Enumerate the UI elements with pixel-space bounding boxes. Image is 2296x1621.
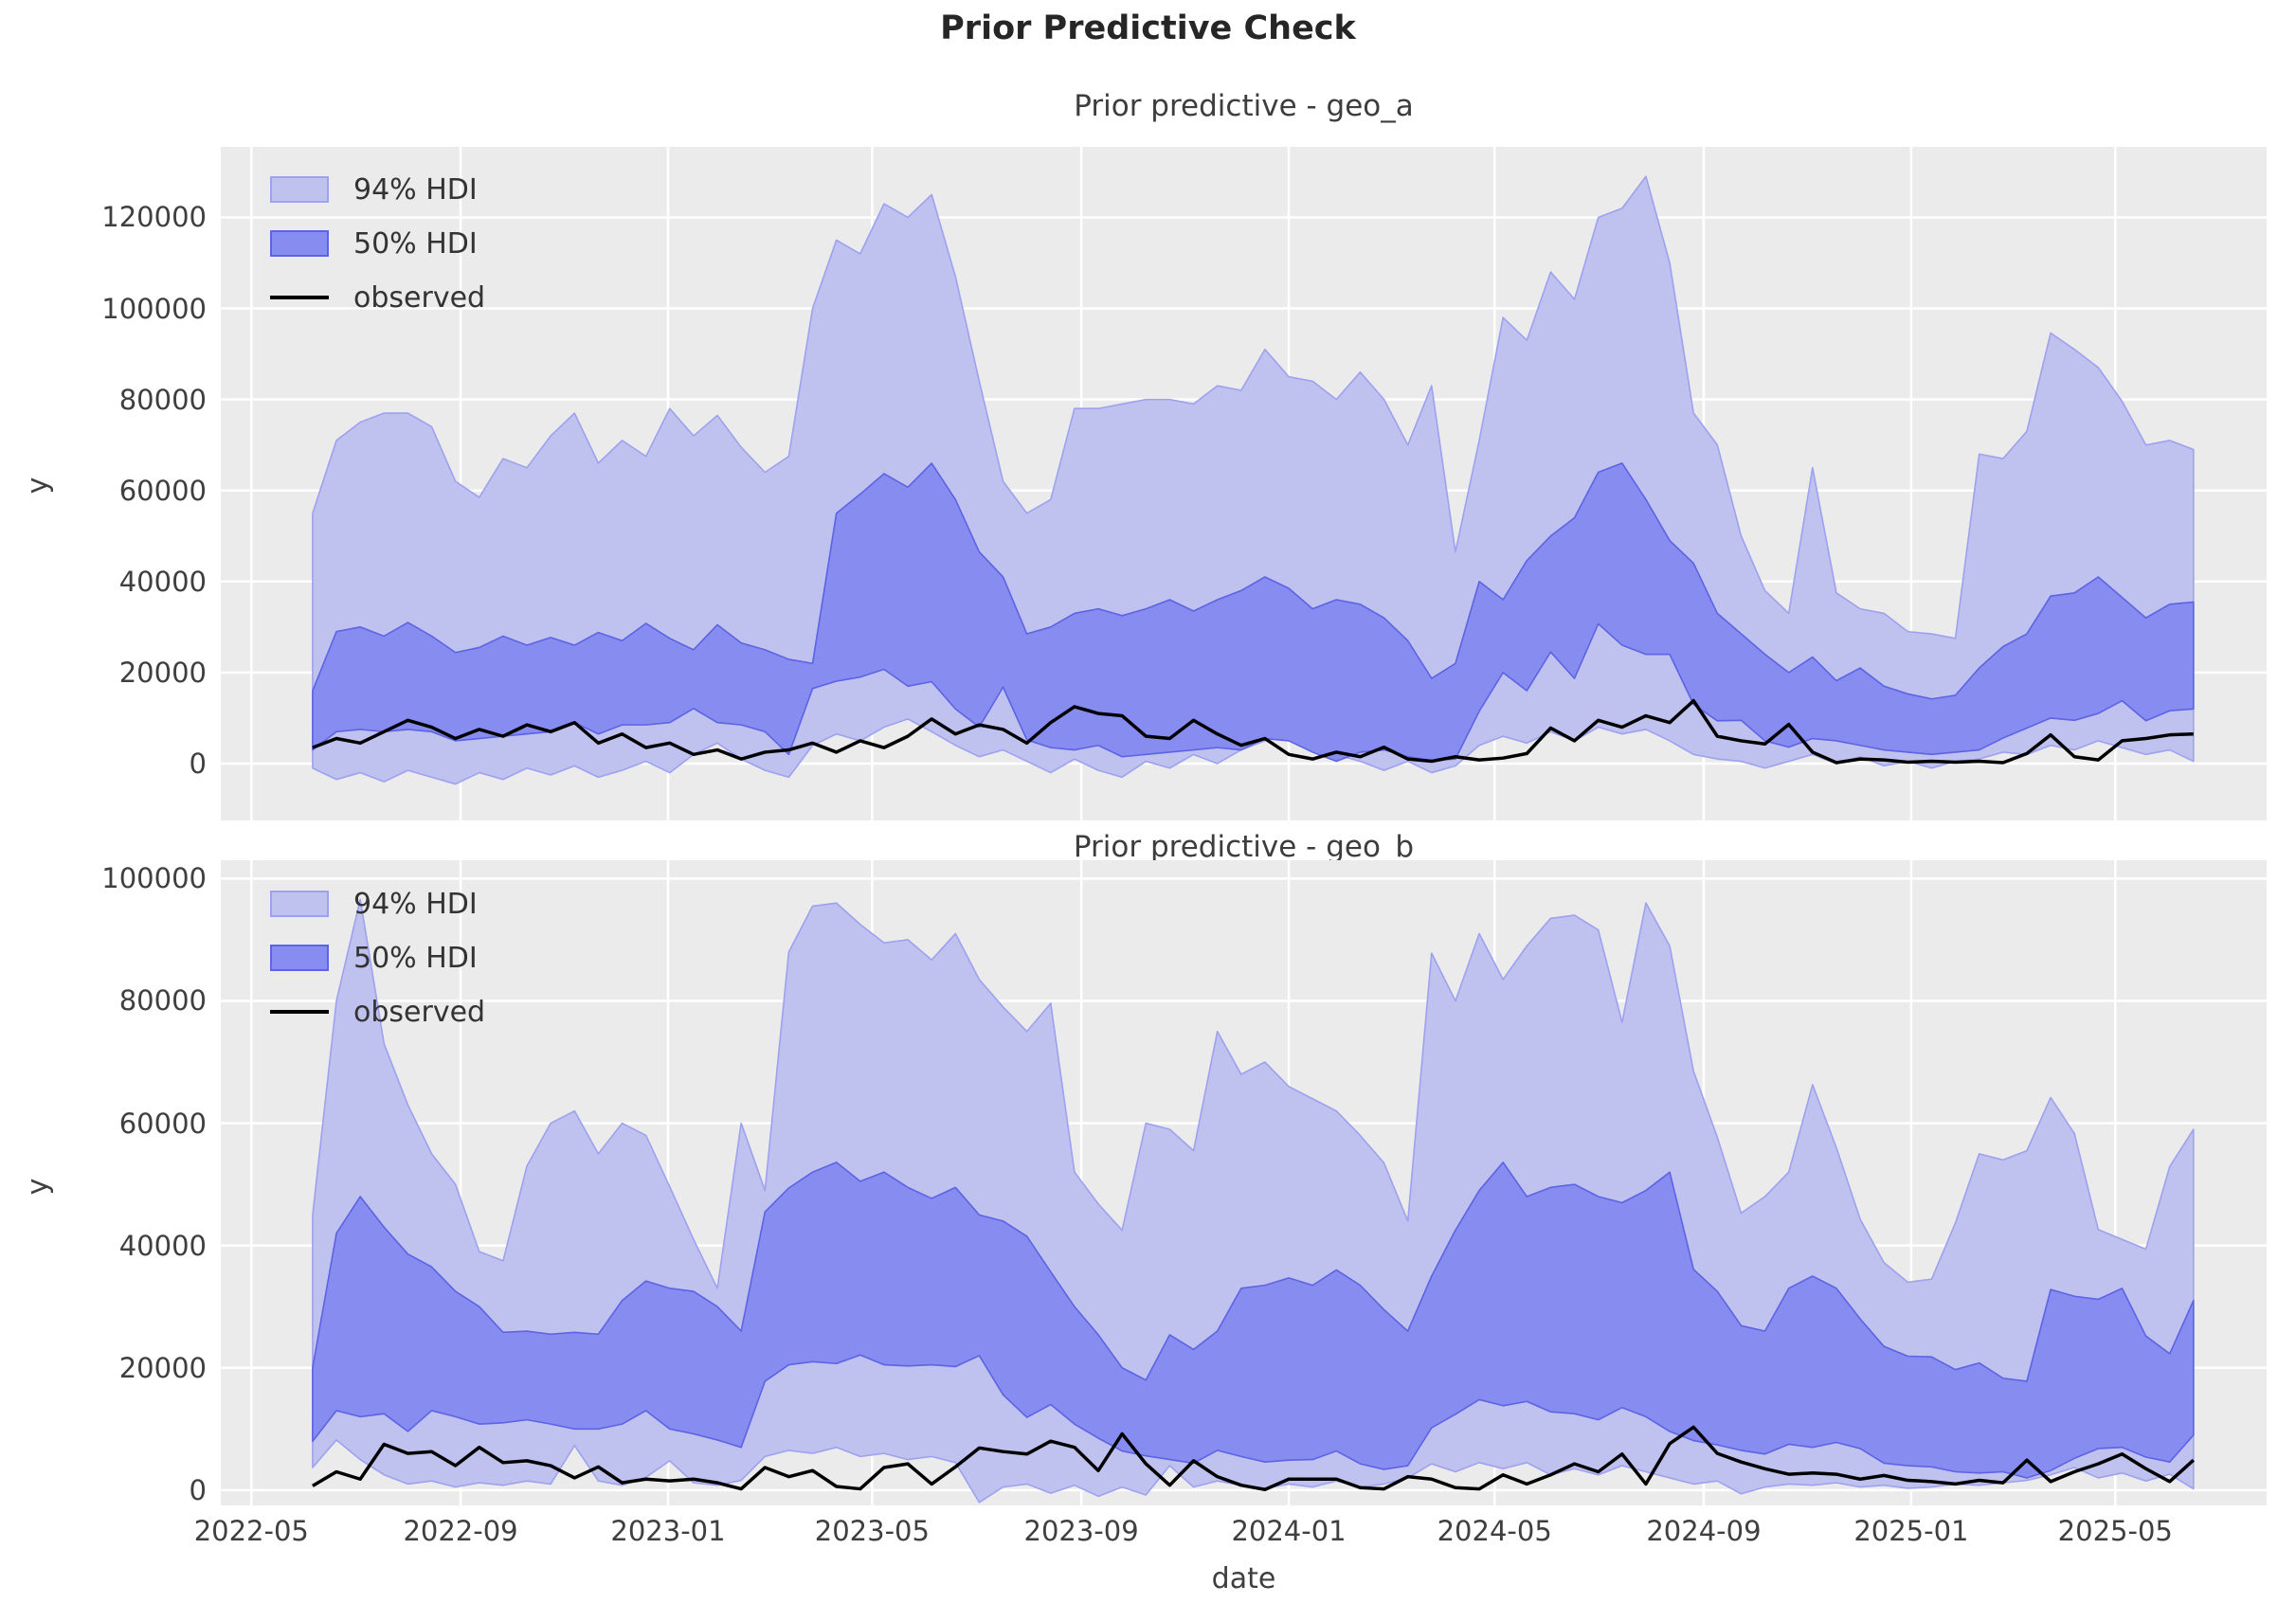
legend-label: 50% HDI: [353, 941, 478, 975]
y-tick-label: 100000: [101, 862, 207, 895]
x-tick-label: 2022-05: [193, 1515, 309, 1547]
legend-row-94hdi: 94% HDI: [270, 888, 485, 921]
legend-label: 94% HDI: [353, 887, 478, 921]
y-tick-label: 20000: [118, 656, 207, 689]
y-axis-label-geo-b: y: [21, 1178, 55, 1196]
legend-label: 94% HDI: [353, 172, 478, 207]
y-tick-label: 0: [189, 1473, 207, 1506]
x-tick-label: 2024-01: [1231, 1515, 1347, 1547]
x-tick-label: 2023-05: [814, 1515, 930, 1547]
y-tick-label: 60000: [118, 474, 207, 507]
x-tick-label: 2025-05: [2057, 1515, 2173, 1547]
y-tick-label: 100000: [101, 292, 207, 325]
x-tick-label: 2022-09: [403, 1515, 518, 1547]
observed-line-icon: [270, 296, 329, 299]
legend-row-50hdi: 50% HDI: [270, 942, 485, 975]
hdi50-swatch-icon: [270, 230, 329, 257]
hdi94-swatch-icon: [270, 176, 329, 203]
subplot-title-geo-a: Prior predictive - geo_a: [1074, 89, 1414, 123]
legend-label: 50% HDI: [353, 226, 478, 261]
y-tick-label: 120000: [101, 201, 207, 234]
x-tick-label: 2023-09: [1023, 1515, 1139, 1547]
legend-row-94hdi: 94% HDI: [270, 173, 485, 207]
y-tick-label: 80000: [118, 383, 207, 416]
y-tick-label: 80000: [118, 984, 207, 1018]
legend-row-observed: observed: [270, 996, 485, 1029]
observed-line: [312, 1425, 2195, 1491]
subplot-title-geo-b: Prior predictive - geo_b: [1073, 830, 1415, 864]
hdi50-swatch-icon: [270, 945, 329, 971]
hdi50-band: [312, 1162, 2195, 1479]
legend-label: observed: [353, 995, 486, 1029]
y-tick-label: 40000: [118, 1229, 207, 1262]
x-tick-label: 2023-01: [610, 1515, 726, 1547]
hdi50-band: [312, 462, 2195, 763]
legend-row-observed: observed: [270, 281, 485, 315]
x-tick-label: 2024-05: [1437, 1515, 1552, 1547]
y-tick-label: 60000: [118, 1107, 207, 1140]
y-tick-label: 0: [189, 747, 207, 780]
x-tick-label: 2025-01: [1853, 1515, 1969, 1547]
x-axis-label: date: [1211, 1562, 1276, 1595]
legend-geo-b: 94% HDI 50% HDI observed: [270, 888, 485, 1029]
observed-line: [312, 698, 2194, 765]
plot-area-geo-a: [221, 147, 2267, 820]
observed-line-icon: [270, 1010, 329, 1014]
figure-title: Prior Predictive Check: [940, 9, 1356, 47]
y-tick-label: 40000: [118, 565, 207, 598]
legend-label: observed: [353, 280, 486, 315]
plot-area-geo-b: [221, 860, 2267, 1505]
x-tick-label: 2024-09: [1646, 1515, 1762, 1547]
y-tick-label: 20000: [118, 1351, 207, 1384]
legend-row-50hdi: 50% HDI: [270, 227, 485, 261]
hdi94-swatch-icon: [270, 891, 329, 917]
legend-geo-a: 94% HDI 50% HDI observed: [270, 173, 485, 315]
